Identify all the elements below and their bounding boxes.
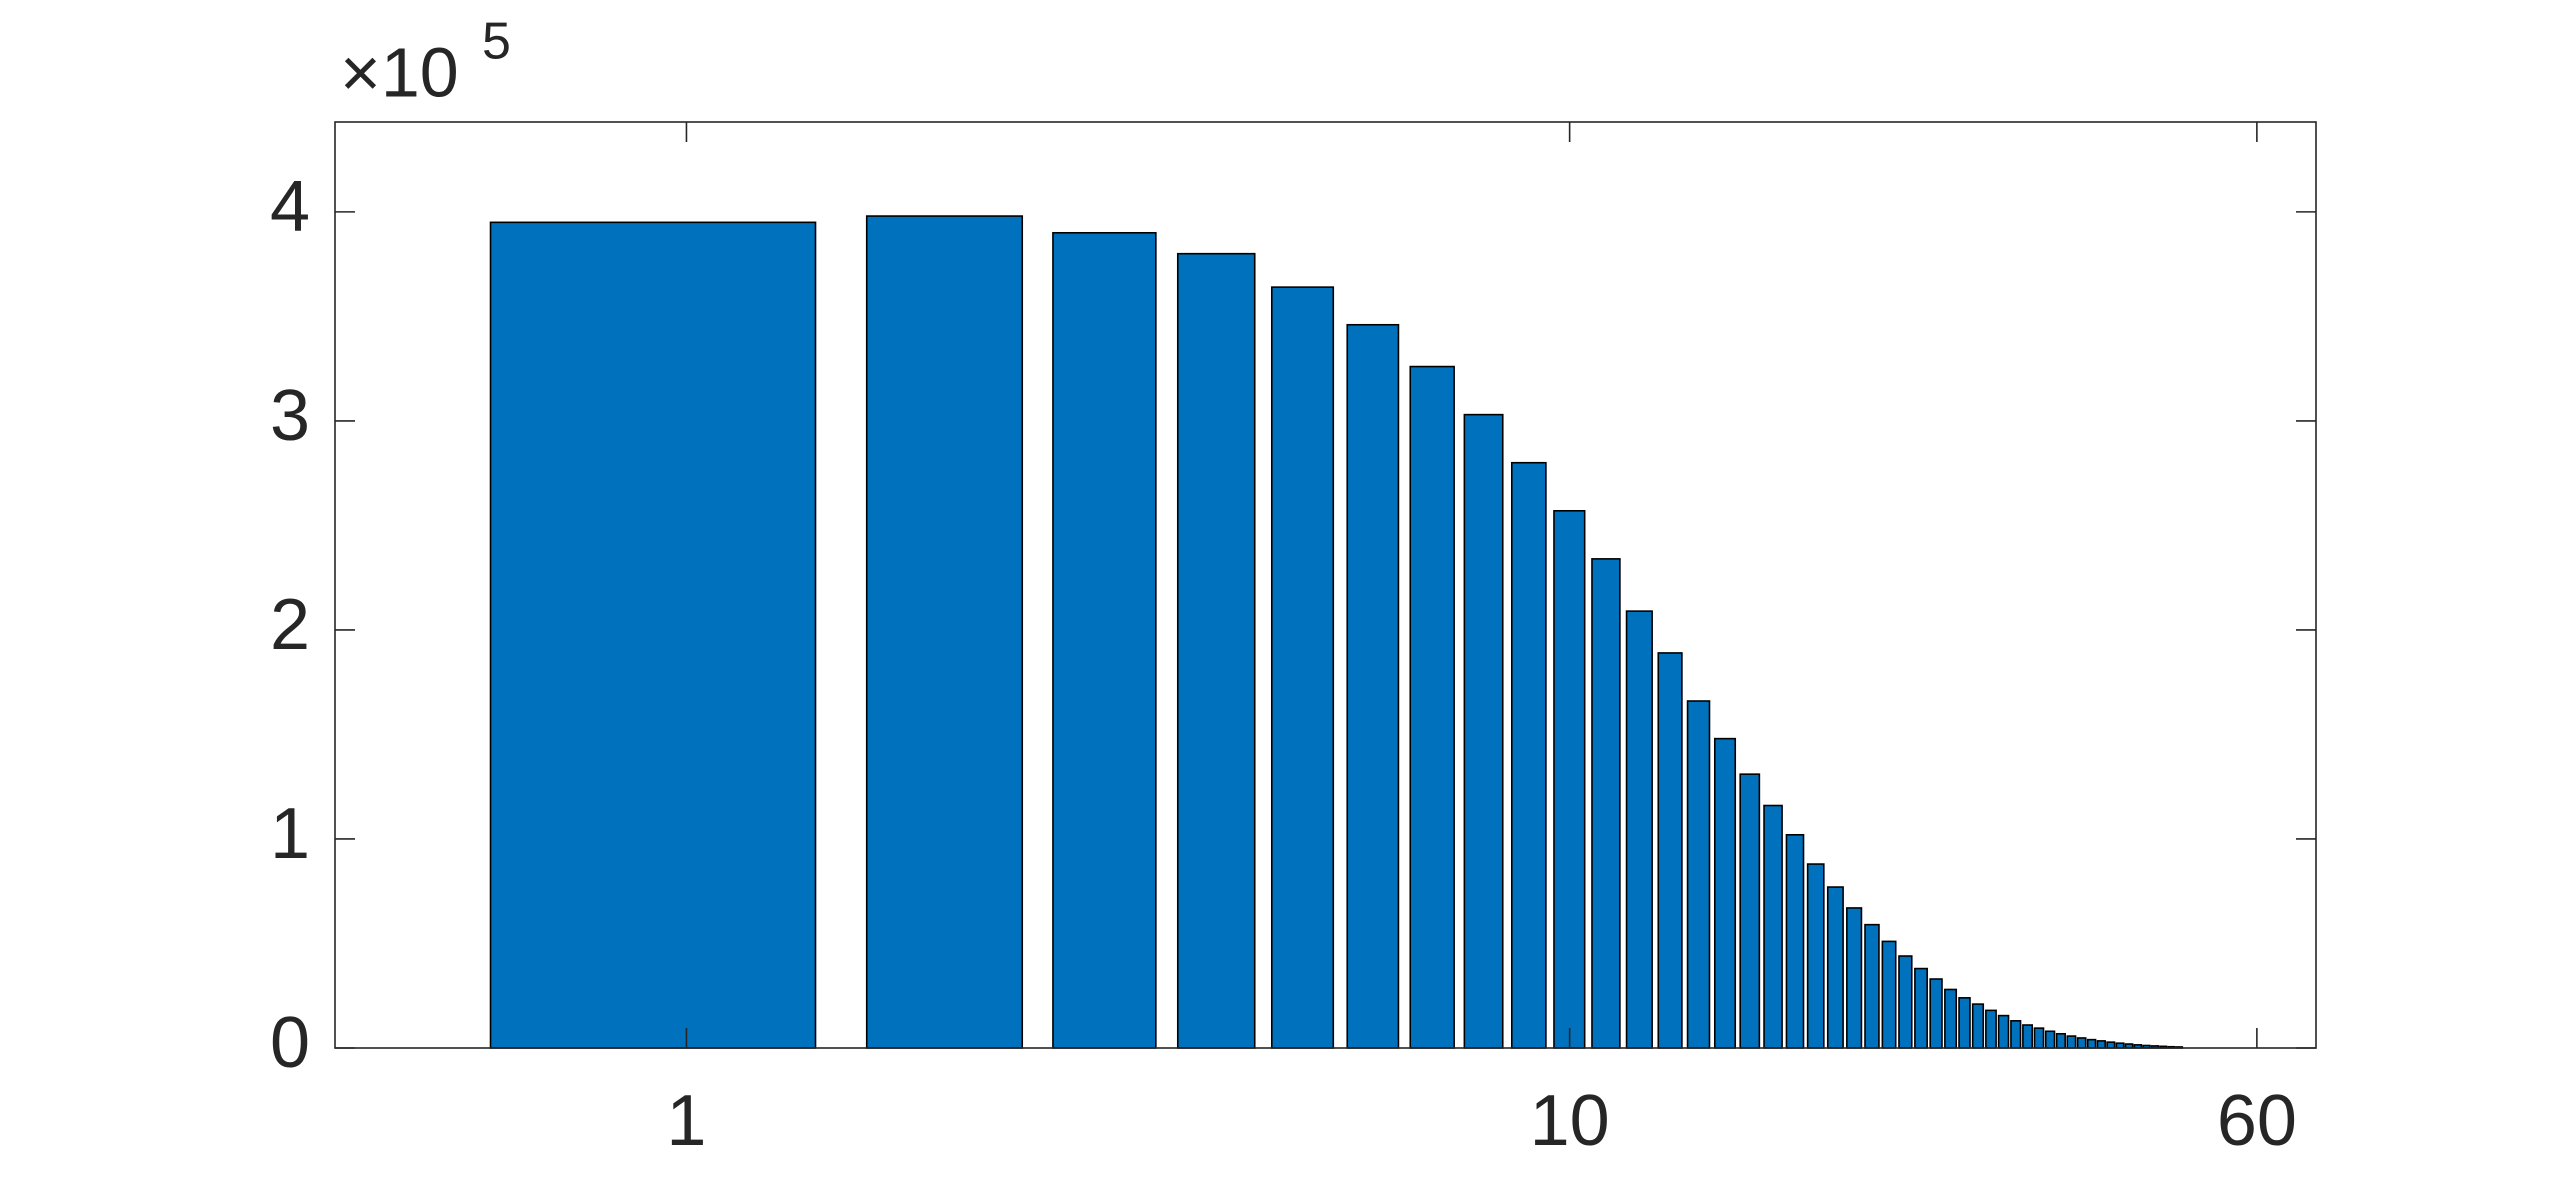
bar bbox=[1553, 509, 1586, 1049]
bar bbox=[2055, 1032, 2066, 1049]
bar bbox=[2106, 1041, 2116, 1049]
bar bbox=[1898, 955, 1913, 1049]
bar bbox=[1958, 997, 1971, 1049]
bar bbox=[1944, 988, 1958, 1049]
bar bbox=[1052, 231, 1157, 1049]
bar bbox=[865, 215, 1024, 1049]
bar bbox=[1625, 610, 1653, 1049]
bar bbox=[2022, 1024, 2033, 1049]
bar bbox=[1785, 833, 1805, 1049]
bar bbox=[1806, 863, 1825, 1049]
y-tick-label: 2 bbox=[270, 585, 310, 665]
bar bbox=[2010, 1020, 2022, 1049]
bar bbox=[1739, 773, 1761, 1049]
axes-box bbox=[334, 121, 2317, 1049]
bar bbox=[2096, 1040, 2106, 1049]
bar bbox=[1929, 978, 1943, 1049]
bar bbox=[1971, 1003, 1985, 1049]
y-tick-label: 1 bbox=[270, 794, 310, 874]
bar bbox=[1463, 413, 1504, 1049]
bar bbox=[2033, 1027, 2045, 1049]
bar bbox=[1763, 804, 1783, 1049]
x-tick-label: 10 bbox=[1530, 1081, 1610, 1161]
bar bbox=[1176, 252, 1256, 1049]
bar bbox=[1914, 967, 1928, 1049]
bar bbox=[2066, 1035, 2077, 1049]
y-exponent-base: ×10 bbox=[340, 33, 459, 111]
x-tick-label: 60 bbox=[2217, 1081, 2297, 1161]
bar bbox=[1409, 365, 1455, 1049]
bar bbox=[1346, 323, 1400, 1049]
bar bbox=[1826, 886, 1844, 1049]
bar bbox=[1997, 1014, 2010, 1049]
bar bbox=[1270, 286, 1335, 1049]
bar bbox=[1985, 1009, 1997, 1049]
bar bbox=[1864, 923, 1880, 1049]
bar bbox=[1591, 558, 1621, 1049]
x-tick-label: 1 bbox=[666, 1081, 706, 1161]
bar bbox=[489, 221, 817, 1049]
bar bbox=[1510, 461, 1547, 1049]
y-tick-label: 4 bbox=[270, 167, 310, 247]
y-tick-label: 0 bbox=[270, 1003, 310, 1083]
bar bbox=[1846, 907, 1863, 1049]
bar bbox=[2044, 1030, 2056, 1049]
y-tick-label: 3 bbox=[270, 376, 310, 456]
bar bbox=[1881, 940, 1897, 1049]
bar bbox=[2086, 1038, 2097, 1049]
bar bbox=[2076, 1037, 2087, 1049]
bar bbox=[1713, 737, 1737, 1049]
bar bbox=[1686, 700, 1711, 1049]
bar bbox=[1657, 652, 1683, 1049]
y-exponent: 5 bbox=[482, 13, 511, 71]
